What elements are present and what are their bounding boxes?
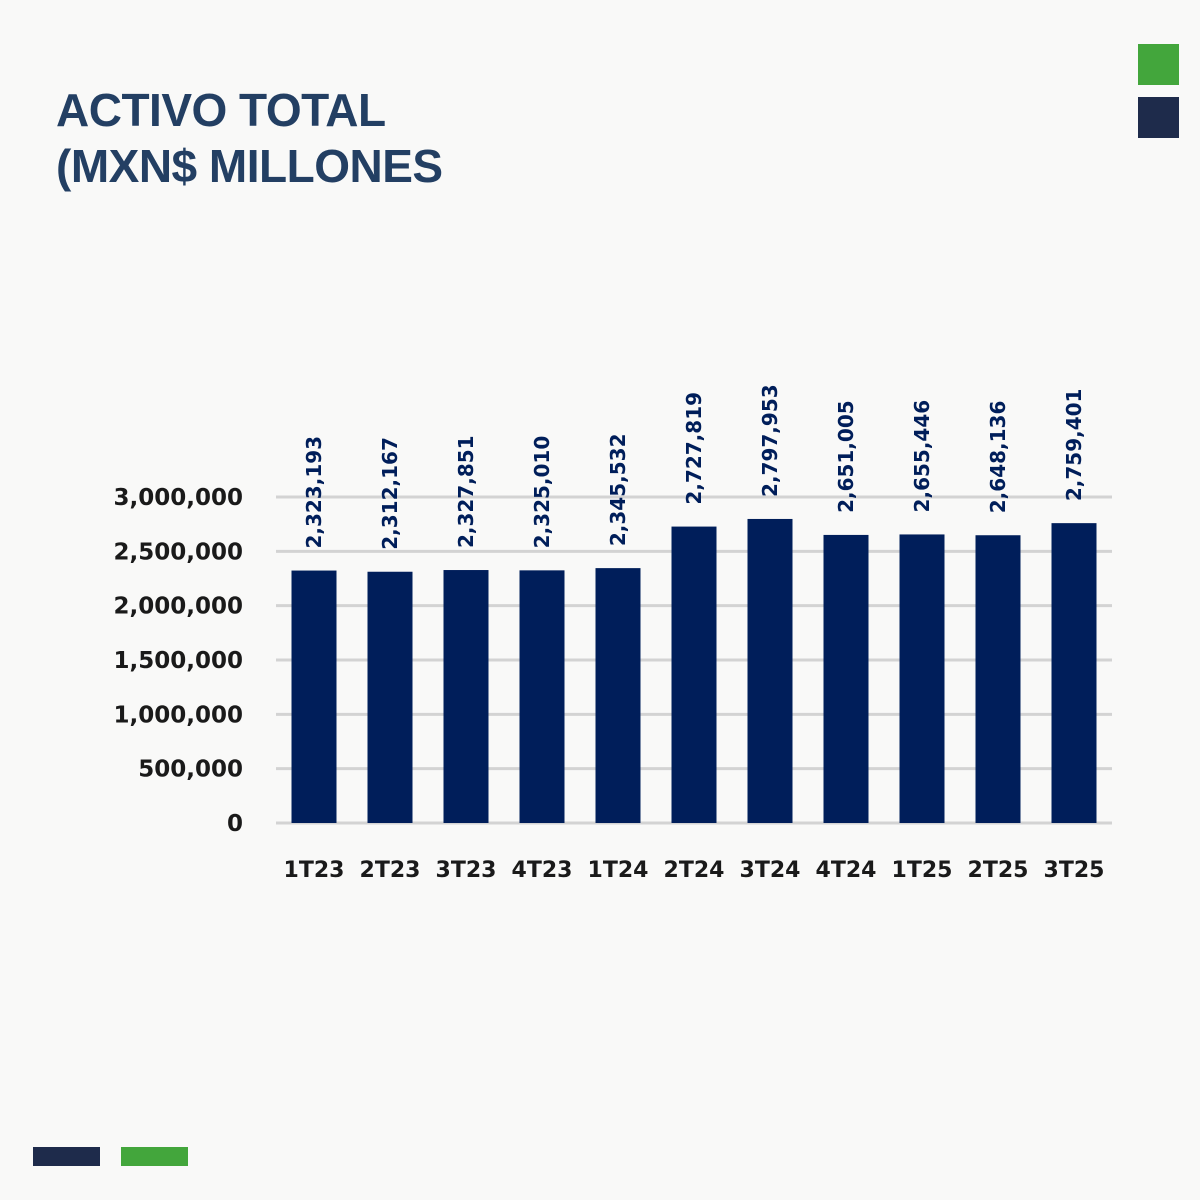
data-label: 2,327,851 [454,435,478,548]
x-tick-label: 4T24 [816,858,877,883]
y-tick-label: 2,500,000 [114,539,244,565]
bar [823,534,869,823]
chart-bars [291,518,1097,823]
y-tick-label: 0 [227,811,243,837]
y-tick-label: 1,500,000 [114,648,244,674]
chart-title-line-2: (MXN$ MILLONES [56,140,443,192]
accent-bar-green [121,1147,188,1166]
y-tick-label: 500,000 [138,757,243,783]
data-label: 2,651,005 [834,400,858,513]
chart-data-labels: 2,323,193 2,312,167 2,327,851 2,325,010 2,34… [302,384,1086,549]
y-axis: 0 500,000 1,000,000 1,500,000 2,000,000 2,500… [114,485,244,837]
data-label: 2,648,136 [986,401,1010,514]
bar [975,535,1021,823]
y-tick-label: 1,000,000 [114,702,244,728]
x-axis: 1T23 2T23 3T23 4T23 1T24 2T24 3T24 4T24 1T25 2T25… [284,858,1105,883]
data-label: 2,312,167 [378,437,402,550]
x-tick-label: 2T25 [968,858,1029,883]
y-tick-label: 2,000,000 [114,594,244,620]
data-label: 2,759,401 [1062,389,1086,502]
bar [443,570,489,823]
x-tick-label: 3T23 [436,858,497,883]
bar [671,526,717,823]
x-tick-label: 3T25 [1044,858,1105,883]
x-tick-label: 2T24 [664,858,725,883]
bar [595,568,641,823]
accent-square-navy [1138,97,1179,138]
chart-title: ACTIVO TOTAL (MXN$ MILLONES [56,82,443,194]
chart-title-line-1: ACTIVO TOTAL [56,84,386,136]
accent-square-green [1138,44,1179,85]
x-tick-label: 1T24 [588,858,649,883]
bar [747,518,793,823]
data-label: 2,325,010 [530,436,554,549]
y-tick-label: 3,000,000 [114,485,244,511]
bar [519,570,565,823]
x-tick-label: 1T23 [284,858,345,883]
data-label: 2,345,532 [606,434,630,547]
bar [367,571,413,823]
bar [291,570,337,823]
bar [899,534,945,823]
x-tick-label: 1T25 [892,858,953,883]
x-tick-label: 4T23 [512,858,573,883]
accent-bar-navy [33,1147,100,1166]
data-label: 2,323,193 [302,436,326,549]
data-label: 2,797,953 [758,384,782,497]
data-label: 2,727,819 [682,392,706,505]
chart-gridlines [276,495,1112,825]
x-tick-label: 3T24 [740,858,801,883]
data-label: 2,655,446 [910,400,934,513]
bar [1051,523,1097,823]
x-tick-label: 2T23 [360,858,421,883]
